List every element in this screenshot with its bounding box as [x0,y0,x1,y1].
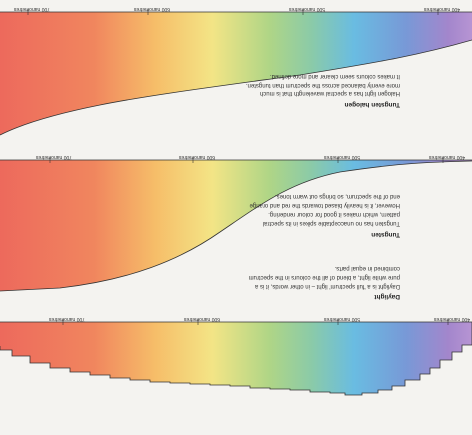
axis-label: 500 nanometres [288,6,325,12]
axis-label: 500 nanometres [323,316,360,322]
panel-text: Tungsten has no unacceptable spikes in i… [263,220,400,226]
spectrum-fill [0,160,472,291]
panel-text: end of the spectrum, so brings out warm … [275,193,400,199]
panel-text: Halogen light has a spectral wavelength … [260,90,400,96]
panel-text: It makes colours seem clearer and more d… [270,73,400,79]
spectrum-fill [0,12,472,135]
axis-label: 700 nanometres [13,6,50,12]
panel-title: Tungsten [371,231,400,238]
axis-label: 400 nanometres [428,154,465,160]
axis-label: 400 nanometres [423,6,460,12]
axis-label: 600 nanometres [133,6,170,12]
panel-title: Daylight [374,293,400,300]
panel-text: more evenly balanced across the spectrum… [246,82,400,88]
panel-text: pure white light, a blend of all the col… [249,274,400,280]
panel-text: Daylight is a 'full spectrum' light – in… [254,283,400,289]
axis-label: 700 nanometres [35,154,72,160]
spectrum-fill [0,322,472,395]
axis-label: 400 nanometres [433,316,470,322]
panel-text: pattern, which makes it good for colour … [268,211,400,217]
panel-title: Tungsten halogen [344,101,400,108]
panel-text: However, it is heavily biased towards th… [249,202,400,208]
spectrum-curve [0,322,472,396]
axis-label: 700 nanometres [48,316,85,322]
panel-text: combined in equal parts. [334,265,400,271]
spectrum-curve [0,39,472,136]
axis-label: 600 nanometres [178,154,215,160]
axis-label: 600 nanometres [183,316,220,322]
axis-label: 500 nanometres [323,154,360,160]
spectrum-curve [0,160,472,292]
